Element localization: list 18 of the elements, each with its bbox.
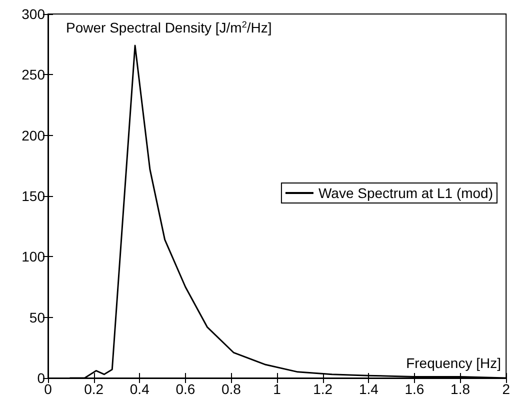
x-tick-label: 1.8 (450, 381, 470, 397)
y-tick-label: 250 (22, 66, 46, 83)
x-tick-label: 1.2 (313, 381, 333, 397)
y-tick-label: 150 (22, 188, 46, 204)
legend-label: Wave Spectrum at L1 (mod) (318, 185, 494, 201)
x-tick-label: 2 (502, 381, 510, 397)
x-tick-label: 0.4 (130, 381, 150, 397)
y-tick-label: 50 (29, 309, 46, 326)
y-tick-label: 200 (22, 127, 46, 144)
x-tick-label: 0.6 (176, 381, 196, 397)
x-tick-label: 1 (273, 381, 282, 397)
x-tick-label: 0.8 (222, 381, 242, 397)
x-axis-title: Frequency [Hz] (406, 355, 502, 371)
y-tick-label: 100 (22, 248, 46, 265)
y-tick-label: 300 (22, 6, 46, 22)
x-tick-label: 1.6 (404, 381, 424, 397)
x-tick-label: 1.4 (358, 381, 379, 397)
x-tick-label: 0.2 (84, 381, 104, 397)
